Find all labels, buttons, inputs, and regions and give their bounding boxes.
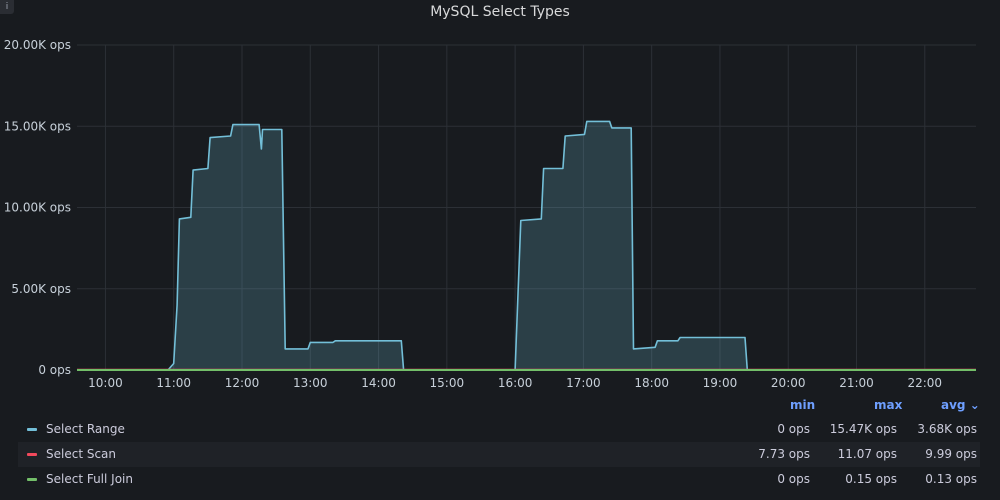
x-tick-label: 13:00 xyxy=(293,376,328,390)
y-tick-label: 0 ops xyxy=(38,363,71,377)
x-tick-label: 12:00 xyxy=(225,376,260,390)
x-axis-ticks: 10:00 11:00 12:00 13:00 14:00 15:00 16:00 17:00… xyxy=(88,376,942,390)
legend-min: 0 ops xyxy=(777,422,810,436)
x-tick-label: 20:00 xyxy=(771,376,806,390)
x-tick-label: 21:00 xyxy=(839,376,874,390)
legend-row-select-scan[interactable]: Select Scan 7.73 ops 11.07 ops 9.99 ops xyxy=(18,442,980,467)
legend-avg: 0.13 ops xyxy=(925,472,977,486)
legend-header-max[interactable]: max xyxy=(874,398,903,412)
legend-header-min[interactable]: min xyxy=(790,398,816,412)
legend-series-name[interactable]: Select Range xyxy=(46,422,125,436)
series-area-select-range xyxy=(77,121,976,371)
legend-avg: 3.68K ops xyxy=(917,422,977,436)
x-tick-label: 22:00 xyxy=(907,376,942,390)
legend-series-name[interactable]: Select Scan xyxy=(46,447,117,461)
y-axis-ticks: 0 ops 5.00K ops 10.00K ops 15.00K ops 20.00K… xyxy=(4,38,71,377)
legend-swatch xyxy=(27,478,37,481)
x-tick-label: 14:00 xyxy=(361,376,396,390)
legend-row-select-full-join[interactable]: Select Full Join 0 ops 0.15 ops 0.13 ops xyxy=(18,467,980,492)
x-tick-label: 18:00 xyxy=(634,376,669,390)
legend-max: 0.15 ops xyxy=(845,472,897,486)
y-tick-label: 5.00K ops xyxy=(11,282,71,296)
legend-header-avg[interactable]: avg ⌄ xyxy=(941,398,980,412)
legend-max: 11.07 ops xyxy=(837,447,897,461)
y-tick-label: 10.00K ops xyxy=(4,201,71,215)
chart-plot[interactable]: 0 ops 5.00K ops 10.00K ops 15.00K ops 20.00K… xyxy=(0,0,1000,392)
legend-max: 15.47K ops xyxy=(829,422,897,436)
x-tick-label: 11:00 xyxy=(156,376,191,390)
y-tick-label: 15.00K ops xyxy=(4,119,71,133)
legend: min max avg ⌄ Select Range 0 ops 15.47K … xyxy=(18,393,980,492)
x-tick-label: 19:00 xyxy=(703,376,738,390)
legend-swatch xyxy=(27,453,37,456)
x-tick-label: 16:00 xyxy=(498,376,533,390)
x-tick-label: 15:00 xyxy=(430,376,465,390)
info-icon[interactable]: i xyxy=(0,0,14,14)
series-line-select-range[interactable] xyxy=(77,120,976,371)
x-tick-label: 10:00 xyxy=(88,376,123,390)
x-tick-label: 17:00 xyxy=(566,376,601,390)
legend-swatch xyxy=(27,428,37,431)
legend-min: 0 ops xyxy=(777,472,810,486)
legend-series-name[interactable]: Select Full Join xyxy=(46,472,133,486)
chart-title: MySQL Select Types xyxy=(430,4,570,20)
y-tick-label: 20.00K ops xyxy=(4,38,71,52)
legend-avg: 9.99 ops xyxy=(925,447,977,461)
legend-min: 7.73 ops xyxy=(758,447,810,461)
legend-row-select-range[interactable]: Select Range 0 ops 15.47K ops 3.68K ops xyxy=(18,417,980,442)
series-layer xyxy=(77,120,976,371)
legend-header: min max avg ⌄ xyxy=(18,393,980,417)
